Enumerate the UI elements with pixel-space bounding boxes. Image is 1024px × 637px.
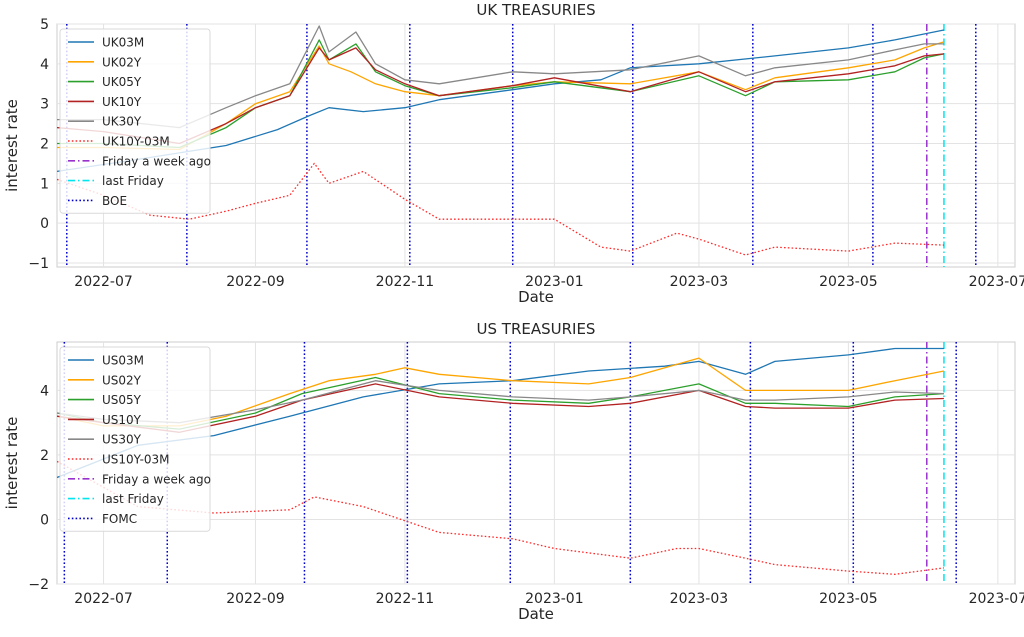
legend-label: UK05Y <box>102 75 142 89</box>
data-layer <box>57 342 957 584</box>
x-axis-label: Date <box>518 605 554 623</box>
y-tick-label: −2 <box>28 577 49 593</box>
y-tick-label: 2 <box>40 448 49 464</box>
series-line-uk03m <box>57 29 945 173</box>
y-tick-label: −1 <box>28 256 49 272</box>
y-axis-label: interest rate <box>3 417 21 510</box>
plot-area <box>56 23 1016 268</box>
series-line-us02y <box>57 357 945 427</box>
legend: UK03M UK02Y UK05Y UK10Y UK30Y UK10Y-03M Friday… <box>59 28 211 214</box>
series-line-uk10y-03m <box>57 162 944 256</box>
legend-label: FOMC <box>102 512 137 526</box>
x-tick-label: 2023-05 <box>819 274 878 290</box>
legend: US03M US02Y US05Y US10Y US30Y US10Y-03M Friday… <box>59 346 211 532</box>
y-tick-label: 5 <box>40 17 49 33</box>
legend-label: Friday a week ago <box>102 472 211 486</box>
plot-area <box>56 341 1016 585</box>
x-tick-label: 2023-03 <box>670 591 729 607</box>
x-tick-label: 2022-07 <box>74 274 133 290</box>
series-line-us05y <box>57 376 944 430</box>
y-axis-label: interest rate <box>3 99 21 192</box>
legend-label: US30Y <box>102 433 142 447</box>
series-line-uk10y <box>57 47 944 145</box>
gridlines <box>57 23 1015 267</box>
chart-title: US TREASURIES <box>477 320 596 338</box>
series-line-us10y-03m <box>57 460 944 575</box>
legend-label: UK30Y <box>102 115 142 129</box>
legend-label: US03M <box>102 354 144 368</box>
x-tick-label: 2022-09 <box>226 591 285 607</box>
x-tick-label: 2023-07 <box>969 591 1024 607</box>
series-line-uk05y <box>57 39 945 149</box>
x-tick-label: 2022-09 <box>226 274 285 290</box>
y-tick-label: 3 <box>40 97 49 113</box>
y-tick-label: 2 <box>40 137 49 153</box>
legend-label: US05Y <box>102 393 142 407</box>
data-layer <box>57 24 977 267</box>
series-line-us30y <box>57 380 944 424</box>
x-tick-label: 2022-11 <box>376 274 435 290</box>
legend-label: last Friday <box>102 174 164 188</box>
legend-label: US10Y-03M <box>102 453 170 467</box>
x-tick-label: 2023-03 <box>670 274 729 290</box>
x-tick-label: 2023-07 <box>969 274 1024 290</box>
x-axis-label: Date <box>518 288 554 306</box>
legend-label: US10Y <box>102 413 142 427</box>
series-line-us03m <box>57 347 944 479</box>
y-tick-label: 0 <box>40 216 49 232</box>
series-line-us10y <box>57 383 944 433</box>
y-tick-label: 0 <box>40 512 49 528</box>
x-tick-label: 2022-07 <box>74 591 133 607</box>
legend-label: UK10Y-03M <box>102 135 170 149</box>
x-tick-label: 2023-01 <box>525 591 584 607</box>
legend-label: US02Y <box>102 373 142 387</box>
series-line-uk30y <box>57 25 944 129</box>
chart-panel-1: 2022-07 2022-09 2022-11 2023-01 2023-03 2023-… <box>3 1 1024 306</box>
legend-label: last Friday <box>102 492 164 506</box>
legend-box <box>59 28 211 214</box>
y-tick-label: 1 <box>40 176 49 192</box>
chart-panel-2: 2022-07 2022-09 2022-11 2023-01 2023-03 2023-… <box>3 320 1024 623</box>
legend-label: UK10Y <box>102 95 142 109</box>
x-tick-label: 2022-11 <box>376 591 435 607</box>
x-tick-label: 2023-05 <box>819 591 878 607</box>
y-tick-label: 4 <box>40 383 49 399</box>
legend-label: UK02Y <box>102 55 142 69</box>
legend-label: BOE <box>102 194 127 208</box>
y-tick-label: 4 <box>40 57 49 73</box>
legend-label: Friday a week ago <box>102 154 211 168</box>
legend-label: UK03M <box>102 36 144 50</box>
legend-box <box>59 346 211 532</box>
x-tick-label: 2023-01 <box>525 274 584 290</box>
chart-title: UK TREASURIES <box>476 1 595 19</box>
series-line-uk02y <box>57 41 945 151</box>
